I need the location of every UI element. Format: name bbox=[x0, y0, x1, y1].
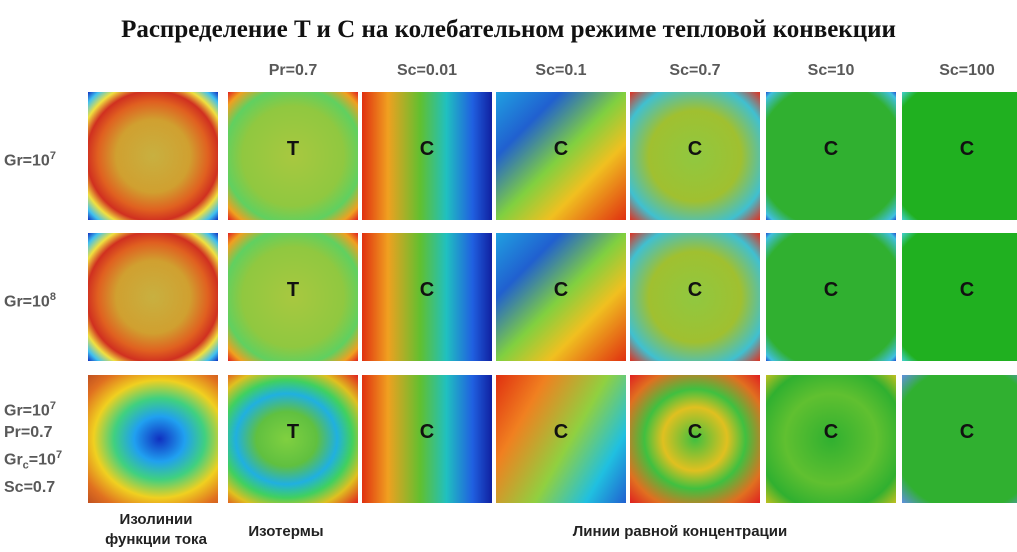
field-label: C bbox=[823, 138, 839, 160]
field-image: C bbox=[496, 92, 626, 220]
field-label: C bbox=[419, 279, 435, 301]
field-image: C bbox=[496, 375, 626, 503]
row-label-line: Grc=107 bbox=[4, 444, 86, 477]
field-label: C bbox=[553, 138, 569, 160]
column-header: Sc=100 bbox=[939, 62, 995, 79]
field-label: C bbox=[959, 421, 975, 443]
column-header: Pr=0.7 bbox=[268, 62, 318, 79]
field-label: C bbox=[687, 138, 703, 160]
row-label-part: Gr=10 bbox=[4, 293, 50, 311]
caption: Изолинии функции тока bbox=[78, 510, 234, 550]
field-label: C bbox=[959, 279, 975, 301]
column-header: Sc=10 bbox=[807, 62, 855, 79]
field-label: C bbox=[823, 421, 839, 443]
caption-line: Изотермы bbox=[248, 523, 324, 540]
row-label-part: Gr=10 bbox=[4, 152, 50, 170]
field-image: C bbox=[630, 233, 760, 361]
field-label: C bbox=[419, 421, 435, 443]
row-label: Gr=107 Pr=0.7 Grc=107 Sc=0.7 bbox=[4, 395, 86, 499]
caption: Линии равной концентрации bbox=[540, 522, 820, 542]
field-image: C bbox=[630, 375, 760, 503]
field-image: C bbox=[766, 233, 896, 361]
field-image: C bbox=[362, 233, 492, 361]
caption-line: Изолинии bbox=[119, 511, 193, 528]
field-image: C bbox=[362, 92, 492, 220]
field-image: C bbox=[902, 92, 1017, 220]
caption-line: Линии равной концентрации bbox=[572, 523, 788, 540]
row-label: Gr=107 bbox=[4, 145, 86, 172]
field-image: C bbox=[766, 375, 896, 503]
field-image bbox=[88, 375, 218, 503]
field-image: C bbox=[902, 233, 1017, 361]
field-image bbox=[88, 92, 218, 220]
row-label-part: 7 bbox=[55, 449, 63, 462]
row-label-part: 7 bbox=[49, 400, 56, 412]
field-image: C bbox=[496, 233, 626, 361]
row-label-part: =10 bbox=[28, 451, 56, 469]
column-header: Sc=0.7 bbox=[669, 62, 721, 79]
field-label: C bbox=[959, 138, 975, 160]
caption: Изотермы bbox=[224, 522, 348, 542]
row-label-line: Gr=108 bbox=[4, 286, 86, 313]
field-label: C bbox=[419, 138, 435, 160]
row-label-line: Pr=0.7 bbox=[4, 422, 86, 444]
column-header: Sc=0.01 bbox=[396, 62, 458, 79]
row-label-part: 7 bbox=[49, 150, 56, 162]
field-image: T bbox=[228, 233, 358, 361]
field-image: T bbox=[228, 375, 358, 503]
field-label: C bbox=[823, 279, 839, 301]
field-label: C bbox=[687, 421, 703, 443]
row-label-part: Gr=10 bbox=[4, 402, 50, 420]
field-label: T bbox=[286, 279, 300, 301]
column-header: Sc=0.1 bbox=[535, 62, 587, 79]
field-label: T bbox=[286, 138, 300, 160]
field-image: C bbox=[362, 375, 492, 503]
row-label-line: Gr=107 bbox=[4, 145, 86, 172]
row-label: Gr=108 bbox=[4, 286, 86, 313]
caption-line: функции тока bbox=[105, 531, 207, 548]
field-image: C bbox=[630, 92, 760, 220]
field-label: C bbox=[553, 421, 569, 443]
field-image: C bbox=[902, 375, 1017, 503]
row-label-part: Sc=0.7 bbox=[4, 478, 56, 496]
field-image bbox=[88, 233, 218, 361]
field-image: T bbox=[228, 92, 358, 220]
field-image: C bbox=[766, 92, 896, 220]
field-label: C bbox=[687, 279, 703, 301]
row-label-line: Sc=0.7 bbox=[4, 477, 86, 499]
field-label: T bbox=[286, 421, 300, 443]
row-label-part: 8 bbox=[49, 291, 56, 303]
row-label-line: Gr=107 bbox=[4, 395, 86, 422]
row-label-part: Pr=0.7 bbox=[4, 424, 53, 442]
row-label-part: c bbox=[22, 459, 29, 472]
slide-title: Распределение T и C на колебательном реж… bbox=[121, 16, 896, 43]
row-label-part: Gr bbox=[4, 451, 23, 469]
field-label: C bbox=[553, 279, 569, 301]
